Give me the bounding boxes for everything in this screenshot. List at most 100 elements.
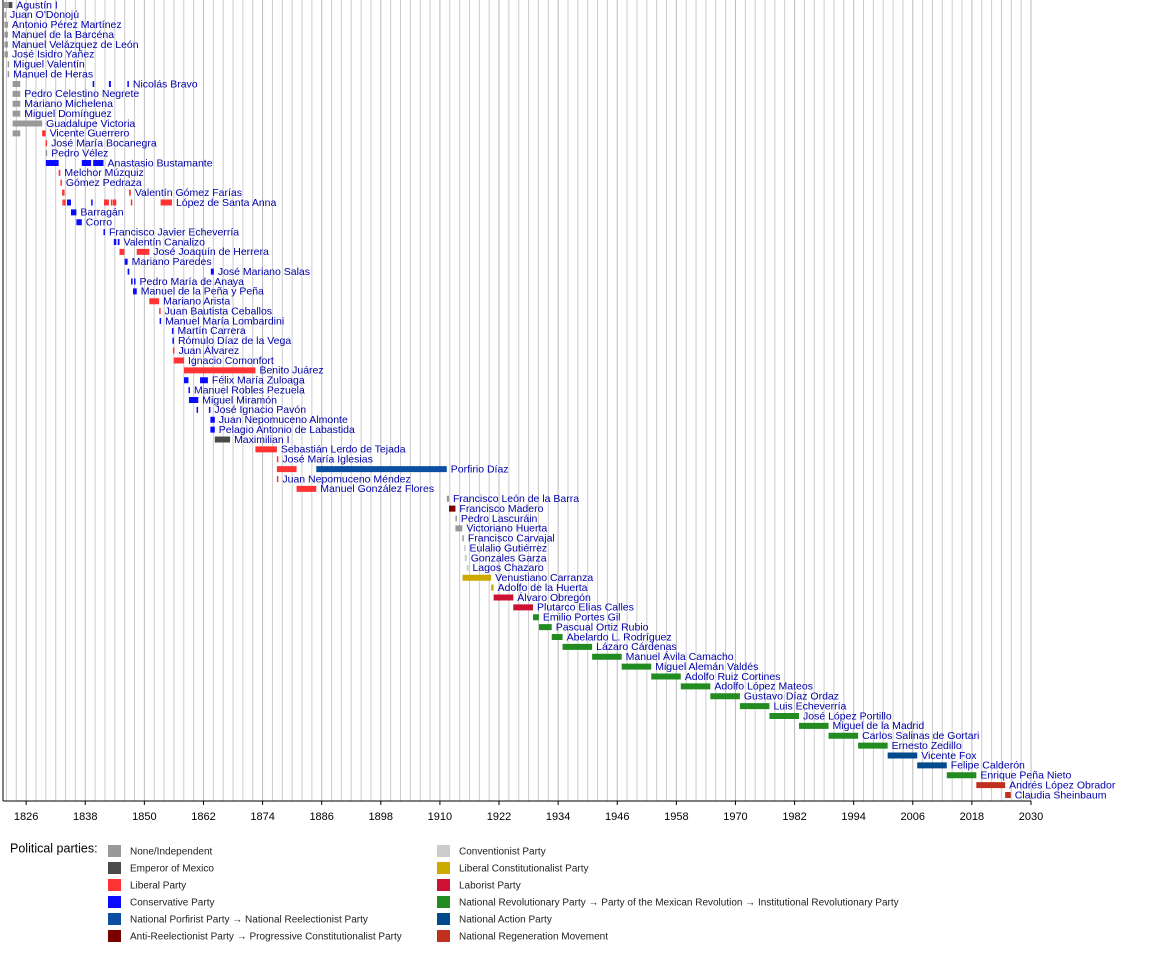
legend-title: Political parties: [10, 841, 98, 855]
president-name: José María Iglesias [282, 454, 372, 466]
president-name: Miguel Alemán Valdés [655, 661, 758, 673]
legend-swatch [437, 896, 450, 908]
president-name: Venustiano Carranza [495, 572, 593, 584]
term-bar [188, 387, 190, 394]
term-bar [127, 81, 129, 87]
term-bar [45, 140, 48, 147]
legend-label: Conventionist Party [459, 847, 546, 858]
president-name: Miguel Domínguez [24, 108, 112, 120]
president-name: Abelardo L. Rodríguez [567, 631, 672, 643]
legend-label: National Revolutionary Party → Party of … [459, 898, 899, 909]
x-tick-label: 1994 [841, 811, 865, 823]
president-name: José María Bocanegra [51, 138, 157, 150]
term-bar [91, 199, 93, 206]
president-name: Mariano Paredes [132, 256, 212, 268]
x-tick-label: 1898 [369, 811, 393, 823]
president-name: Pelagio Antonio de Labastida [219, 424, 355, 436]
term-bar [45, 150, 48, 157]
term-bar [4, 11, 6, 18]
president-name: Juan Nepomuceno Almonte [219, 414, 348, 426]
term-bar [160, 199, 172, 206]
legend-swatch [437, 862, 450, 874]
term-bar [171, 327, 174, 334]
president-name: Agustín I [16, 0, 57, 11]
president-name: José Mariano Salas [218, 266, 310, 278]
term-bar [130, 199, 133, 206]
legend-swatch [108, 896, 121, 908]
term-bar [124, 258, 128, 265]
term-bar [119, 248, 125, 255]
term-bar [184, 377, 189, 384]
term-bar [513, 604, 534, 611]
president-name: Eulalio Gutiérrez [470, 542, 548, 554]
term-bar [562, 643, 593, 650]
term-bar [3, 2, 8, 8]
president-name: Manuel María Lombardini [165, 315, 284, 327]
x-tick-label: 1982 [782, 811, 806, 823]
president-name: Adolfo de la Huerta [498, 582, 588, 594]
president-name: Mariano Michelena [24, 98, 113, 110]
president-name: Juan Nepomuceno Méndez [282, 473, 410, 485]
term-bar [188, 397, 199, 403]
president-name: Juan Álvarez [178, 344, 239, 357]
term-bar [12, 110, 21, 117]
term-bar [172, 347, 175, 354]
term-bar [4, 41, 8, 48]
term-bar [798, 722, 829, 729]
term-bar [210, 268, 214, 275]
legend-swatch [108, 845, 121, 857]
president-name: Emilio Portes Gil [543, 612, 621, 624]
president-name: José Joaquín de Herrera [153, 246, 269, 258]
legend-swatch [437, 913, 450, 925]
legend-swatch [108, 913, 121, 925]
term-bar [12, 81, 21, 87]
president-name: Carlos Salinas de Gortari [862, 730, 979, 742]
term-bar [149, 298, 160, 305]
president-name: Pedro Celestino Negrete [24, 88, 139, 100]
president-name: Francisco Madero [459, 503, 543, 515]
president-name: Adolfo López Mateos [714, 681, 813, 693]
term-bar [455, 525, 463, 532]
term-bar [159, 318, 162, 324]
term-bar [276, 466, 297, 473]
term-bar [491, 584, 494, 591]
president-name: Félix María Zuloaga [212, 375, 305, 387]
president-name: Juan Bautista Ceballos [165, 305, 272, 317]
president-name: Nicolás Bravo [133, 78, 198, 90]
term-bar [210, 416, 215, 423]
president-name: Porfirio Díaz [451, 463, 509, 475]
president-name: Pedro Vélez [51, 147, 108, 159]
x-tick-label: 1946 [605, 811, 629, 823]
term-bar [12, 120, 43, 127]
term-bar [131, 278, 133, 285]
president-name: Mariano Arista [163, 296, 230, 308]
term-bar [12, 130, 21, 137]
term-bar [316, 466, 447, 473]
term-bar [42, 130, 46, 137]
term-bar [63, 199, 66, 206]
term-bar [4, 51, 8, 58]
legend-label: Laborist Party [459, 881, 521, 892]
president-name: Melchor Múzquiz [64, 167, 143, 179]
term-bar [255, 446, 277, 453]
term-bar [136, 248, 150, 255]
legend-label: Liberal Constitutionalist Party [459, 864, 589, 875]
term-bar [134, 278, 136, 285]
term-bar [769, 713, 799, 719]
term-bar [276, 456, 279, 463]
president-name: Lagos Chazaro [472, 562, 543, 574]
term-bar [4, 31, 8, 38]
president-name: José Ignacio Pavón [214, 404, 306, 416]
term-bar [159, 308, 161, 315]
term-bar [651, 673, 681, 680]
term-bar [493, 594, 514, 601]
term-bar [917, 762, 947, 769]
president-name: José Isidro Yañez [12, 49, 95, 61]
term-bar [446, 495, 450, 502]
president-name: Manuel de la Peña y Peña [141, 286, 264, 298]
term-bar [93, 160, 104, 166]
term-bar [455, 515, 457, 522]
legend-label: Liberal Party [130, 881, 186, 892]
term-bar [112, 199, 117, 206]
